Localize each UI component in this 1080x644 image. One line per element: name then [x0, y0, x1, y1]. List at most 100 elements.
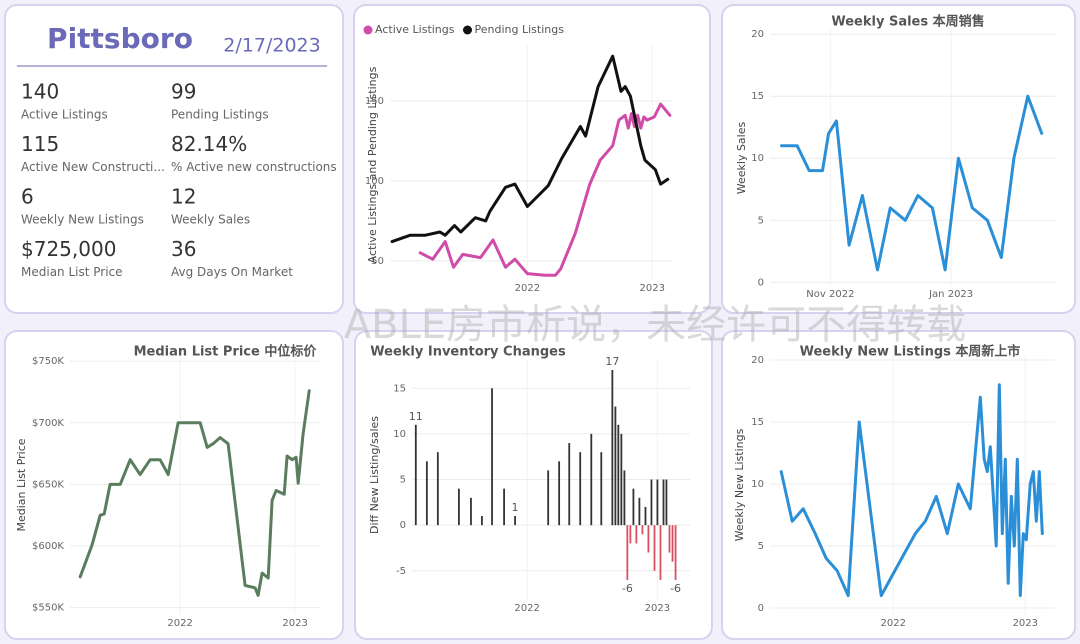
- bar: [635, 525, 638, 544]
- bar: [656, 479, 659, 526]
- bar: [568, 443, 571, 526]
- bar: [436, 452, 439, 526]
- y-axis-label: Median List Price: [15, 438, 28, 531]
- chart-title: Median List Price 中位标价: [134, 344, 318, 360]
- bar: [617, 424, 620, 526]
- y-tick-label: $750K: [32, 356, 64, 367]
- bar: [632, 488, 635, 526]
- data-label: -6: [622, 582, 633, 595]
- bar: [514, 516, 516, 526]
- bar: [674, 525, 677, 580]
- y-axis-label: Weekly Sales: [735, 121, 748, 194]
- y-tick-label: $550K: [32, 603, 64, 614]
- y-tick-label: $600K: [32, 541, 64, 552]
- x-tick-label: 2022: [514, 603, 539, 614]
- bar: [558, 461, 561, 526]
- y-tick-label: 50: [371, 256, 384, 267]
- y-tick-label: $650K: [32, 479, 64, 490]
- panel: [721, 4, 1076, 314]
- x-tick-label: 2023: [1013, 618, 1038, 629]
- kpi-label: Weekly New Listings: [21, 213, 144, 227]
- kpi-value: 115: [21, 132, 59, 156]
- x-tick-label: Nov 2022: [806, 289, 854, 300]
- chart-title: Weekly Inventory Changes: [370, 345, 566, 360]
- y-tick-label: 20: [751, 355, 764, 366]
- line: [78, 389, 311, 597]
- bar: [629, 525, 632, 544]
- line: [418, 102, 672, 277]
- bar: [647, 525, 650, 553]
- kpi-label: Pending Listings: [171, 108, 269, 122]
- bar: [662, 479, 665, 526]
- kpi-value: 140: [21, 80, 59, 104]
- y-tick-label: 20: [751, 29, 764, 40]
- bar: [623, 470, 626, 526]
- y-tick-label: 5: [758, 541, 764, 552]
- y-tick-label: 0: [758, 277, 764, 288]
- data-label: 11: [409, 410, 423, 423]
- y-axis-label: Active Listings and Pending Listings: [366, 66, 379, 263]
- line: [780, 94, 1044, 272]
- bar: [547, 470, 550, 526]
- panel: [721, 330, 1076, 640]
- x-tick-label: 2023: [282, 618, 307, 629]
- bar: [671, 525, 674, 562]
- data-label: 17: [605, 355, 619, 368]
- bar: [668, 525, 671, 553]
- kpi-value: 12: [171, 185, 196, 209]
- y-tick-label: 10: [751, 479, 764, 490]
- legend-label: Pending Listings: [475, 23, 565, 36]
- y-axis-label: Weekly New Listings: [733, 428, 746, 541]
- kpi-value: 36: [171, 237, 196, 261]
- panel: [353, 4, 711, 314]
- bar: [470, 497, 472, 526]
- panel: [4, 330, 344, 640]
- x-tick-label: Jan 2023: [928, 289, 973, 300]
- y-tick-label: 10: [393, 429, 406, 440]
- kpi-date: 2/17/2023: [223, 35, 320, 57]
- bar: [659, 525, 662, 580]
- watermark: ABLE房市析说，未经许可不得转载: [344, 302, 966, 348]
- x-tick-label: 2022: [515, 283, 540, 294]
- bar: [481, 516, 483, 526]
- bar: [641, 525, 644, 535]
- x-tick-label: 2023: [645, 603, 670, 614]
- bar: [600, 452, 603, 526]
- bar: [611, 370, 614, 526]
- y-tick-label: 100: [365, 176, 384, 187]
- chart-title: Weekly Sales 本周销售: [831, 14, 984, 30]
- kpi-label: % Active new constructions: [171, 160, 337, 174]
- bar: [425, 461, 428, 526]
- bar: [503, 488, 505, 526]
- bar: [579, 452, 582, 526]
- y-tick-label: 10: [751, 153, 764, 164]
- y-tick-label: 5: [758, 215, 764, 226]
- y-tick-label: 5: [400, 475, 406, 486]
- y-tick-label: $700K: [32, 418, 64, 429]
- bar: [458, 488, 460, 526]
- y-tick-label: 15: [393, 383, 406, 394]
- y-tick-label: 150: [365, 96, 384, 107]
- y-tick-label: 15: [751, 417, 764, 428]
- legend-marker: [463, 25, 472, 35]
- kpi-label: Median List Price: [21, 265, 123, 279]
- y-tick-label: -5: [396, 566, 406, 577]
- bar: [590, 433, 593, 526]
- bar: [653, 525, 656, 571]
- y-tick-label: 15: [751, 91, 764, 102]
- bar: [614, 406, 617, 526]
- x-tick-label: 2023: [640, 283, 665, 294]
- line: [779, 383, 1044, 598]
- bar: [638, 497, 641, 526]
- bar: [414, 424, 417, 526]
- bar: [626, 525, 629, 580]
- chart-title: Weekly New Listings 本周新上市: [800, 344, 1021, 360]
- kpi-label: Avg Days On Market: [171, 265, 293, 279]
- kpi-title: Pittsboro: [47, 22, 193, 55]
- data-label: -6: [670, 582, 681, 595]
- y-tick-label: 0: [758, 603, 764, 614]
- kpi-value: 6: [21, 185, 34, 209]
- data-label: 1: [512, 501, 519, 514]
